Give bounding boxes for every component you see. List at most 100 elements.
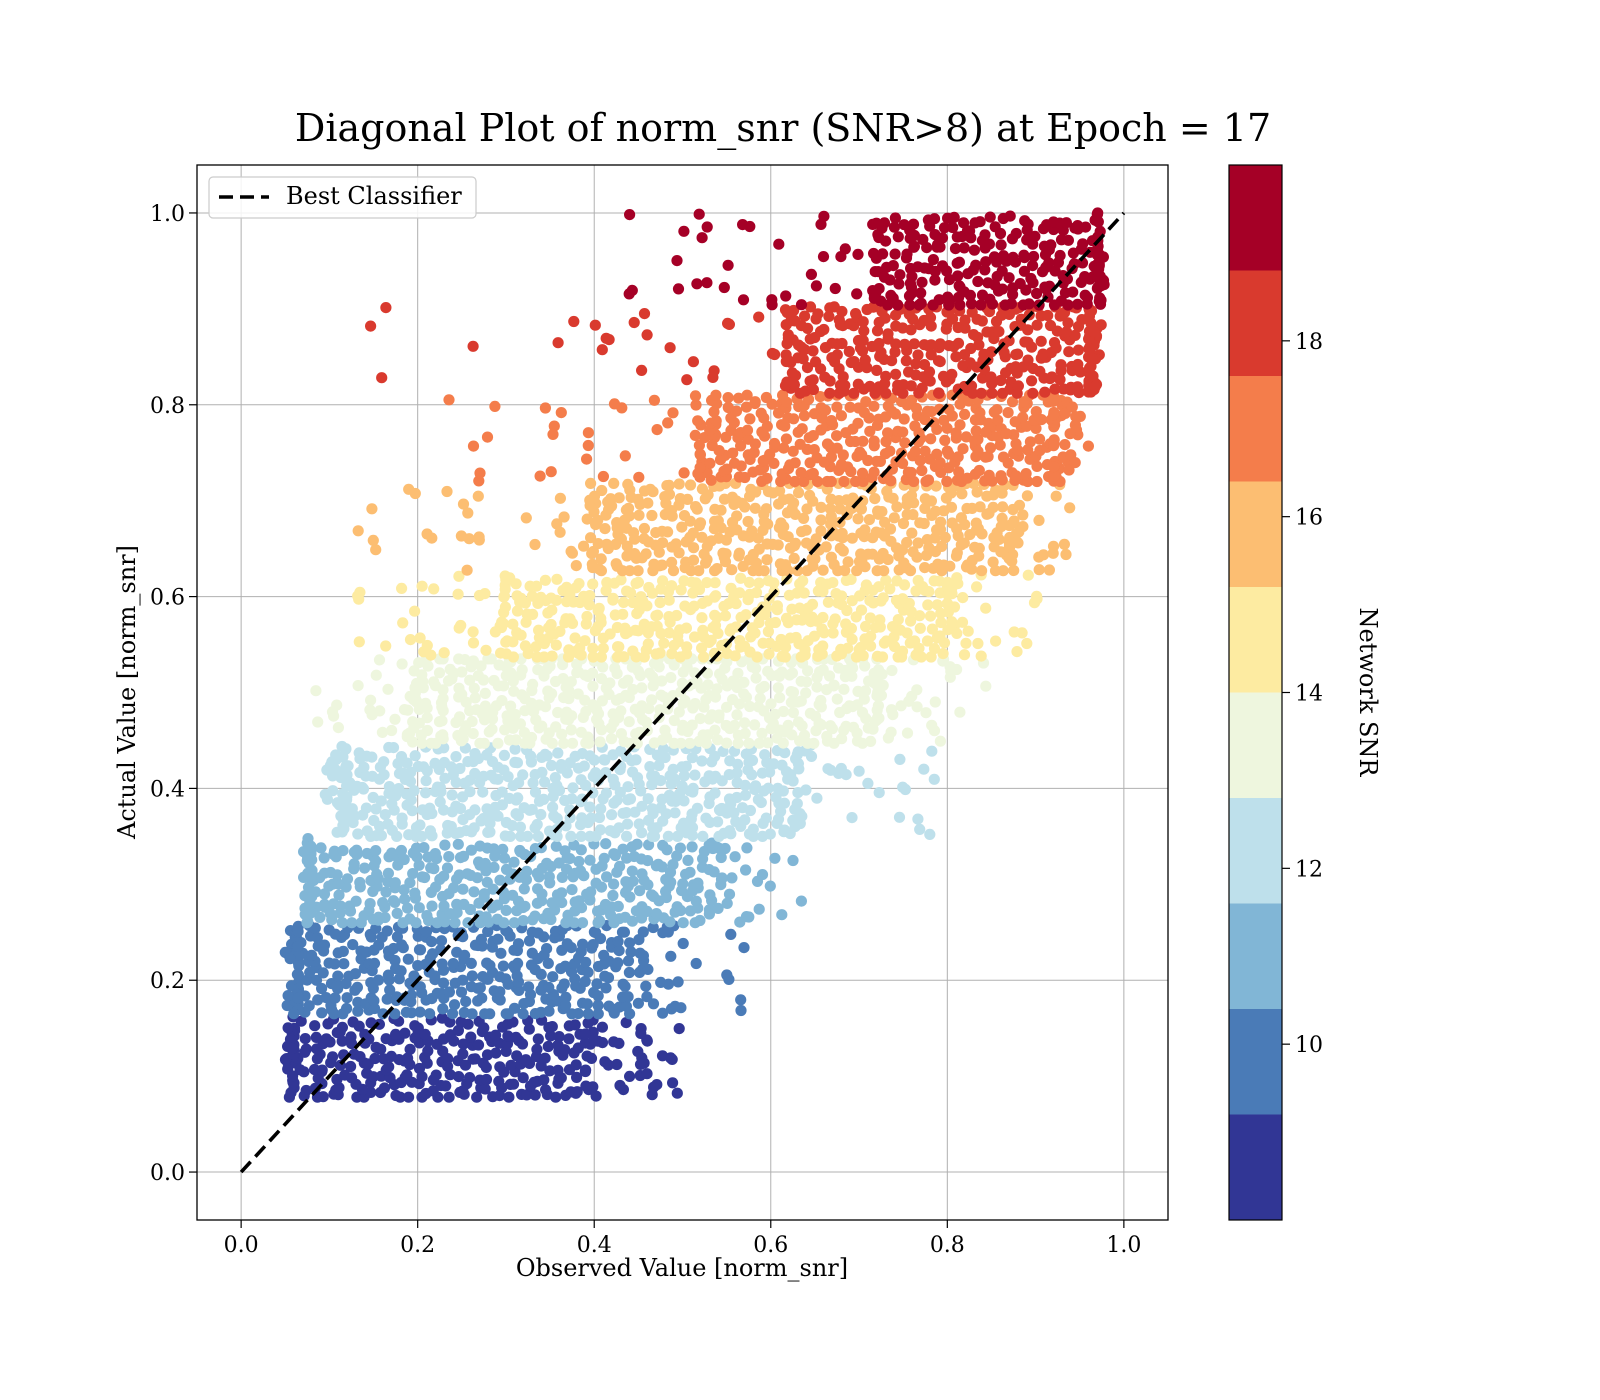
scatter-point <box>866 548 879 560</box>
scatter-point <box>898 219 910 231</box>
scatter-point <box>593 602 605 614</box>
scatter-point <box>587 578 599 590</box>
scatter-point <box>469 748 481 760</box>
scatter-point <box>758 412 770 424</box>
scatter-point <box>966 306 978 318</box>
scatter-point <box>786 729 798 741</box>
scatter-point <box>713 445 725 457</box>
scatter-point <box>968 244 981 256</box>
scatter-point <box>691 503 703 515</box>
scatter-point <box>905 489 918 502</box>
scatter-point <box>1079 271 1091 283</box>
scatter-point <box>648 558 660 570</box>
scatter-point <box>934 735 947 747</box>
scatter-point <box>874 614 886 626</box>
scatter-point <box>585 532 597 544</box>
scatter-point <box>677 917 689 929</box>
scatter-point <box>465 957 477 970</box>
scatter-point <box>1005 298 1018 310</box>
scatter-point <box>959 322 971 334</box>
scatter-point <box>416 737 428 749</box>
scatter-point <box>592 999 604 1012</box>
scatter-point <box>782 719 794 732</box>
scatter-point <box>517 915 529 927</box>
scatter-point <box>931 599 943 611</box>
scatter-point <box>570 560 582 572</box>
scatter-point <box>508 1002 521 1014</box>
scatter-point <box>694 448 706 460</box>
scatter-point <box>605 493 617 505</box>
scatter-point <box>789 315 801 327</box>
scatter-point <box>546 737 558 749</box>
scatter-point <box>819 371 831 383</box>
scatter-point <box>731 510 743 522</box>
scatter-point <box>1047 395 1059 407</box>
scatter-point <box>726 564 738 576</box>
scatter-point <box>907 218 920 230</box>
scatter-point <box>871 364 883 376</box>
scatter-point <box>454 762 466 775</box>
scatter-point <box>651 620 663 632</box>
scatter-point <box>678 467 690 479</box>
scatter-point <box>506 889 519 901</box>
scatter-point <box>799 310 811 322</box>
scatter-point <box>1063 346 1075 358</box>
scatter-point <box>404 775 417 788</box>
scatter-point <box>613 641 625 653</box>
scatter-point <box>592 514 604 526</box>
scatter-point <box>1035 414 1048 426</box>
scatter-point <box>1062 317 1074 329</box>
scatter-point <box>750 672 762 684</box>
scatter-point <box>318 939 331 951</box>
scatter-point <box>1062 234 1074 246</box>
scatter-point <box>370 845 382 857</box>
scatter-point <box>807 345 819 357</box>
scatter-point <box>526 590 538 602</box>
scatter-point <box>607 592 619 605</box>
scatter-point <box>736 802 749 814</box>
scatter-point <box>353 636 365 648</box>
scatter-point <box>930 480 942 492</box>
scatter-point <box>657 537 669 549</box>
scatter-point <box>452 588 464 600</box>
scatter-point <box>678 225 690 237</box>
scatter-point <box>792 758 805 770</box>
scatter-point <box>975 299 987 311</box>
scatter-point <box>365 320 377 332</box>
scatter-point <box>838 475 850 488</box>
scatter-point <box>817 664 829 676</box>
scatter-point <box>804 301 817 313</box>
scatter-point <box>570 980 582 992</box>
colorbar-band <box>1229 270 1282 376</box>
scatter-point <box>689 769 701 781</box>
scatter-point <box>995 546 1007 558</box>
scatter-point <box>739 814 751 826</box>
scatter-point <box>824 720 837 732</box>
scatter-point <box>443 851 455 863</box>
colorbar-band <box>1229 692 1282 798</box>
colorbar-band <box>1229 481 1282 587</box>
scatter-point <box>541 857 553 869</box>
scatter-point <box>691 802 704 814</box>
scatter-point <box>846 532 858 544</box>
scatter-point <box>653 759 665 772</box>
scatter-point <box>755 796 767 809</box>
scatter-point <box>983 238 996 250</box>
scatter-point <box>728 417 740 429</box>
scatter-point <box>897 426 909 438</box>
scatter-point <box>719 610 732 622</box>
scatter-point <box>667 407 679 419</box>
chart-title: Diagonal Plot of norm_snr (SNR>8) at Epo… <box>295 106 1271 151</box>
scatter-point <box>868 247 880 260</box>
scatter-point <box>721 897 733 910</box>
scatter-point <box>552 337 564 349</box>
scatter-point <box>579 1037 592 1049</box>
scatter-point <box>560 999 572 1012</box>
scatter-point <box>496 786 508 798</box>
scatter-point <box>1025 272 1037 285</box>
scatter-point <box>855 503 868 515</box>
scatter-point <box>863 514 876 526</box>
scatter-point <box>880 235 892 247</box>
scatter-point <box>859 685 872 697</box>
scatter-point <box>509 743 521 755</box>
